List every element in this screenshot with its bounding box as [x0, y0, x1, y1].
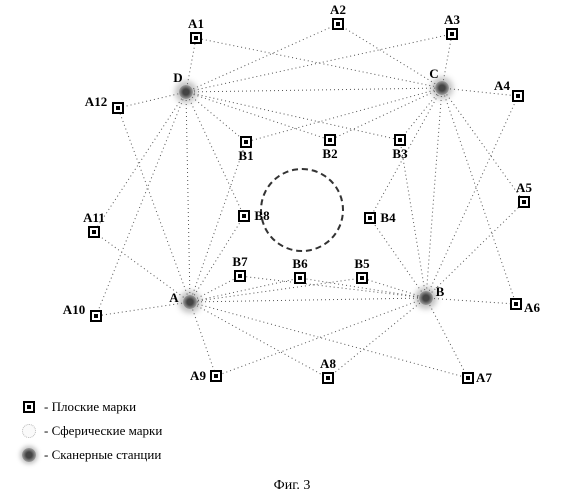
station-c [435, 81, 449, 95]
figure-caption: Фиг. 3 [274, 478, 311, 494]
edge [338, 24, 442, 88]
flat-marker-a1 [190, 32, 202, 44]
edge [190, 298, 426, 302]
flat-marker-a12 [112, 102, 124, 114]
legend-row-flat: - Плоские марки [20, 398, 162, 416]
legend-label-station: - Сканерные станции [44, 447, 161, 463]
edge [370, 218, 426, 298]
edge [426, 88, 442, 298]
edge [186, 92, 330, 140]
label-a1: A1 [188, 16, 204, 32]
edge [186, 88, 442, 92]
label-c: C [429, 66, 438, 82]
label-b: B [436, 284, 445, 300]
flat-marker-a10 [90, 310, 102, 322]
flat-marker-b8 [238, 210, 250, 222]
label-b1: B1 [238, 148, 253, 164]
flat-marker-a6 [510, 298, 522, 310]
label-a6: A6 [524, 300, 540, 316]
legend-label-flat: - Плоские марки [44, 399, 136, 415]
flat-marker-a5 [518, 196, 530, 208]
edge [426, 298, 468, 378]
flat-marker-icon [20, 401, 38, 413]
flat-marker-a7 [462, 372, 474, 384]
edge [96, 92, 186, 316]
edge [94, 92, 186, 232]
legend-row-sph: - Сферические марки [20, 422, 162, 440]
flat-marker-a2 [332, 18, 344, 30]
station-b [419, 291, 433, 305]
label-a9: A9 [190, 368, 206, 384]
legend-row-station: - Сканерные станции [20, 446, 162, 464]
edge [186, 92, 400, 140]
label-a7: A7 [476, 370, 492, 386]
label-b6: B6 [292, 256, 307, 272]
edge [190, 278, 362, 302]
flat-marker-a3 [446, 28, 458, 40]
legend-label-sph: - Сферические марки [44, 423, 162, 439]
edge [426, 96, 518, 298]
edge [362, 278, 426, 298]
label-a2: A2 [330, 2, 346, 18]
edge [400, 88, 442, 140]
edge [330, 88, 442, 140]
label-a12: A12 [85, 94, 107, 110]
label-a8: A8 [320, 356, 336, 372]
flat-marker-a11 [88, 226, 100, 238]
label-a10: A10 [63, 302, 85, 318]
flat-marker-a9 [210, 370, 222, 382]
edge [240, 276, 426, 298]
edge [118, 108, 190, 302]
edge [442, 88, 516, 304]
flat-marker-a8 [322, 372, 334, 384]
flat-marker-b7 [234, 270, 246, 282]
label-a: A [169, 290, 178, 306]
edge [186, 38, 196, 92]
flat-marker-b6 [294, 272, 306, 284]
edge [400, 140, 426, 298]
label-a11: A11 [83, 210, 105, 226]
edge [190, 302, 328, 378]
edge [118, 92, 186, 108]
label-b4: B4 [380, 210, 395, 226]
edge [186, 34, 452, 92]
label-b3: B3 [392, 146, 407, 162]
edge [186, 92, 190, 302]
edge [442, 88, 524, 202]
label-b8: B8 [254, 208, 269, 224]
station-marker-icon [20, 448, 38, 462]
flat-marker-b4 [364, 212, 376, 224]
label-a3: A3 [444, 12, 460, 28]
label-a4: A4 [494, 78, 510, 94]
edge [328, 298, 426, 378]
edge [186, 24, 338, 92]
label-d: D [173, 70, 182, 86]
edge [442, 34, 452, 88]
sph-marker-icon [20, 424, 38, 438]
edge [186, 92, 244, 216]
station-d [179, 85, 193, 99]
flat-marker-b3 [394, 134, 406, 146]
diagram-canvas: - Плоские марки - Сферические марки - Ск… [0, 0, 584, 500]
label-b2: B2 [322, 146, 337, 162]
flat-marker-b1 [240, 136, 252, 148]
edge [186, 92, 246, 142]
flat-marker-b2 [324, 134, 336, 146]
flat-marker-a4 [512, 90, 524, 102]
center-dashed-circle [260, 168, 344, 252]
edge [190, 276, 240, 302]
label-a5: A5 [516, 180, 532, 196]
flat-marker-b5 [356, 272, 368, 284]
legend: - Плоские марки - Сферические марки - Ск… [20, 398, 162, 470]
label-b7: B7 [232, 254, 247, 270]
label-b5: B5 [354, 256, 369, 272]
station-a [183, 295, 197, 309]
edge [190, 302, 216, 376]
